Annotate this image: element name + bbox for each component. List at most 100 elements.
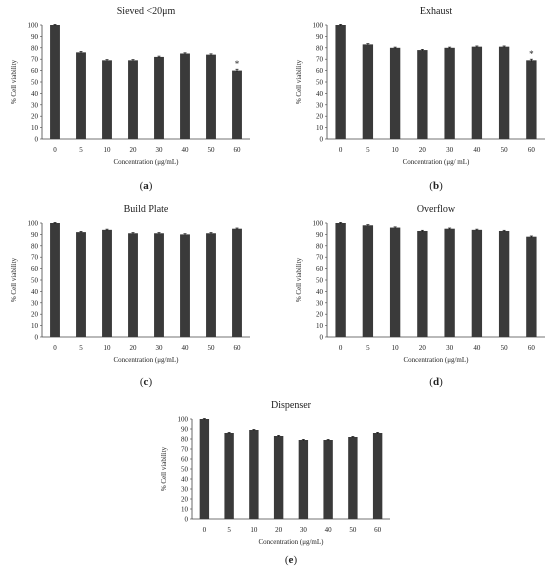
y-axis-label: % Cell viability [10, 59, 18, 104]
x-axis-label: Concentration (μg/mL) [259, 538, 325, 546]
x-tick-label: 0 [339, 146, 343, 154]
y-tick-label: 100 [313, 220, 324, 228]
y-tick-label: 20 [31, 113, 39, 121]
y-tick-label: 0 [35, 136, 39, 144]
x-tick-label: 10 [392, 146, 400, 154]
x-axis-label: Concentration (μg/mL) [114, 356, 180, 364]
y-tick-label: 10 [31, 124, 39, 132]
y-tick-label: 100 [313, 22, 324, 30]
y-tick-label: 70 [181, 446, 189, 454]
bar [362, 44, 374, 139]
x-tick-label: 60 [234, 146, 242, 154]
y-tick-label: 70 [31, 56, 39, 64]
x-tick-label: 20 [275, 526, 283, 534]
x-tick-label: 5 [227, 526, 231, 534]
y-tick-label: 90 [31, 33, 39, 41]
chart-title: Overflow [417, 204, 456, 215]
x-tick-label: 40 [473, 146, 481, 154]
x-tick-label: 20 [419, 344, 427, 352]
bar [372, 433, 383, 519]
x-tick-label: 60 [528, 344, 536, 352]
chart-title: Dispenser [271, 400, 312, 411]
x-tick-label: 60 [234, 344, 242, 352]
y-tick-label: 50 [316, 277, 324, 285]
bar [498, 230, 510, 337]
x-tick-label: 60 [374, 526, 382, 534]
x-tick-label: 30 [300, 526, 308, 534]
bar [224, 433, 234, 519]
y-tick-label: 60 [316, 265, 324, 273]
x-tick-label: 40 [473, 344, 481, 352]
y-tick-label: 100 [178, 416, 189, 424]
bar [180, 53, 190, 139]
y-tick-label: 80 [31, 44, 39, 52]
y-tick-label: 60 [31, 67, 39, 75]
bar [471, 46, 483, 139]
y-tick-label: 30 [316, 101, 324, 109]
y-tick-label: 80 [31, 242, 39, 250]
bar [128, 60, 138, 140]
x-tick-label: 40 [182, 146, 190, 154]
bar [444, 228, 455, 337]
y-tick-label: 40 [316, 90, 324, 98]
bar [471, 229, 483, 337]
x-tick-label: 5 [79, 146, 83, 154]
x-tick-label: 10 [104, 344, 112, 352]
bar [76, 232, 86, 337]
x-axis-label: Concentration (μg/ mL) [403, 158, 470, 166]
bar [102, 60, 112, 140]
y-tick-label: 40 [316, 288, 324, 296]
panel-label: (a) [140, 180, 153, 192]
x-axis-label: Concentration (μg/mL) [114, 158, 180, 166]
x-tick-label: 0 [203, 526, 207, 534]
x-tick-label: 50 [208, 146, 216, 154]
y-tick-label: 50 [31, 79, 39, 87]
x-tick-label: 10 [392, 344, 400, 352]
bar [417, 50, 428, 139]
y-tick-label: 0 [185, 516, 189, 524]
y-tick-label: 10 [316, 124, 324, 132]
bar [273, 436, 284, 519]
x-tick-label: 20 [419, 146, 427, 154]
bar [335, 223, 346, 337]
x-axis-label: Concentration (μg/mL) [404, 356, 470, 364]
y-tick-label: 40 [31, 90, 39, 98]
bar [206, 233, 216, 337]
x-tick-label: 20 [130, 146, 138, 154]
y-tick-label: 40 [181, 476, 189, 484]
y-tick-label: 90 [31, 231, 39, 239]
y-axis-label: % Cell viability [295, 59, 303, 104]
chart-title: Exhaust [420, 6, 452, 17]
y-tick-label: 0 [320, 334, 324, 342]
y-tick-label: 10 [31, 322, 39, 330]
panel-label: (c) [140, 376, 153, 388]
y-tick-label: 0 [320, 136, 324, 144]
bar [102, 229, 112, 337]
y-tick-label: 20 [316, 311, 324, 319]
bar [76, 52, 86, 139]
x-tick-label: 5 [366, 146, 370, 154]
x-tick-label: 0 [53, 146, 57, 154]
y-tick-label: 0 [35, 334, 39, 342]
bar [232, 228, 242, 337]
y-tick-label: 50 [316, 79, 324, 87]
bar [249, 430, 259, 519]
significance-marker: * [529, 49, 534, 59]
y-tick-label: 30 [316, 299, 324, 307]
y-tick-label: 40 [31, 288, 39, 296]
bar [348, 437, 358, 519]
y-tick-label: 80 [316, 242, 324, 250]
y-tick-label: 70 [316, 254, 324, 262]
y-tick-label: 90 [181, 426, 189, 434]
bar [335, 25, 346, 139]
bar [154, 56, 164, 139]
chart-title: Build Plate [124, 204, 169, 215]
x-tick-label: 40 [325, 526, 333, 534]
y-tick-label: 20 [31, 311, 39, 319]
